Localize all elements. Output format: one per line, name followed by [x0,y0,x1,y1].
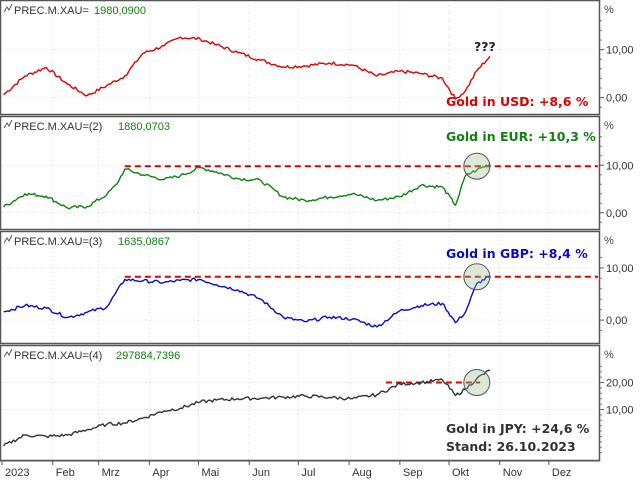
series-line [3,369,491,447]
legend-symbol: PREC.M.XAU= [14,5,89,17]
highlight-circle [463,263,491,291]
series-annotation: Gold in JPY: +24,6 % [446,421,590,436]
series-line [3,275,491,328]
y-tick-label: 10,00 [606,263,634,275]
x-axis: 2023 Feb Mrz Apr Mai Jun Jul Aug Sep Okt Nov Dez [0,460,600,479]
legend-line-icon [3,119,13,129]
series-annotation: Gold in EUR: +10,3 % [446,129,596,144]
x-tick-label: Jul [301,467,315,479]
x-tick-label: Sep [403,467,423,479]
y-tick-label: 0,00 [606,208,627,220]
series-legend: PREC.M.XAU= 1980,0900 [3,3,146,17]
x-tick-label: Aug [352,467,372,479]
legend-value: 1880,0703 [118,121,170,133]
legend-line-icon [3,234,13,244]
x-tick-label: Jun [252,467,270,479]
series-line [3,36,491,100]
series-annotation: Gold in GBP: +8,4 % [446,246,588,261]
series-legend: PREC.M.XAU=(3) 1635,0867 [3,234,170,248]
y-unit-label: % [604,235,614,247]
highlight-circle [463,369,491,397]
panel-border [0,230,601,345]
x-tick-label: Mrz [102,467,120,479]
legend-symbol: PREC.M.XAU=(3) [14,236,102,248]
y-tick-label: 20,00 [606,378,634,390]
panel-border [0,0,601,116]
legend-symbol: PREC.M.XAU=(4) [14,350,102,362]
chart-panel-4: 20,00 10,00% PREC.M.XAU=(4) 297884,7396 Gold… [0,344,634,462]
x-tick-label: Feb [56,467,75,479]
series-annotation: Gold in USD: +8,6 % [446,94,589,109]
legend-line-icon [3,3,13,13]
y-tick-label: 10,00 [606,45,634,57]
y-tick-label: 0,00 [606,315,627,327]
legend-symbol: PREC.M.XAU=(2) [14,121,102,133]
panel-border [0,115,601,231]
y-unit-label: % [604,349,614,361]
y-tick-label: 0,00 [606,93,627,105]
legend-value: 297884,7396 [116,350,180,362]
highlight-circle [463,152,491,180]
y-unit-label: % [604,4,614,16]
x-tick-label: Apr [152,467,169,479]
x-tick-label: Dez [552,467,572,479]
question-marks: ??? [474,39,496,54]
x-tick-label: Okt [452,467,469,479]
chart-panels: 10,00 0,00% PREC.M.XAU= 1980,0900 Gold in US… [0,0,634,462]
y-tick-label: 10,00 [606,405,634,417]
y-tick-label: 10,00 [606,160,634,172]
x-tick-label: Mai [201,467,219,479]
series-line [3,163,491,210]
chart-panel-1: 10,00 0,00% PREC.M.XAU= 1980,0900 Gold in US… [0,0,634,116]
x-tick-label: Nov [503,467,523,479]
legend-value: 1980,0900 [94,5,146,17]
series-legend: PREC.M.XAU=(4) 297884,7396 [3,348,180,362]
chart-panel-2: 10,00 0,00% PREC.M.XAU=(2) 1880,0703 Gold in… [0,115,634,231]
chart-panel-3: 10,00 0,00% PREC.M.XAU=(3) 1635,0867 Gold in… [0,230,634,345]
legend-line-icon [3,348,13,358]
y-unit-label: % [604,120,614,132]
x-tick-label: 2023 [5,467,29,479]
legend-value: 1635,0867 [118,236,170,248]
series-legend: PREC.M.XAU=(2) 1880,0703 [3,119,170,133]
date-stamp: Stand: 26.10.2023 [446,439,576,454]
